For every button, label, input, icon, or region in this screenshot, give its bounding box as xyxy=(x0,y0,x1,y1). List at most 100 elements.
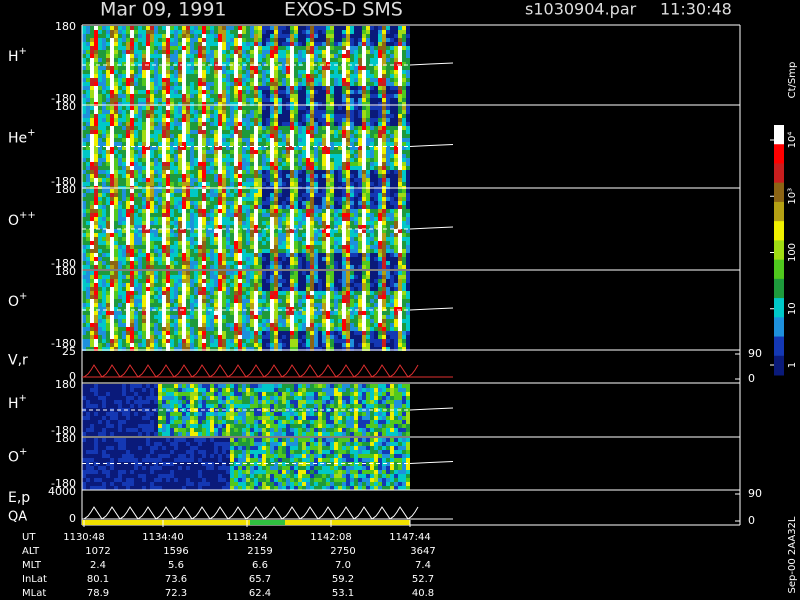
spectrogram-cell xyxy=(382,142,386,146)
spectrogram-cell xyxy=(266,114,270,118)
spectrogram-cell xyxy=(218,142,222,146)
spectrogram-cell xyxy=(170,162,174,166)
spectrogram-cell xyxy=(330,138,334,142)
spectrogram-cell xyxy=(102,229,106,233)
spectrogram-cell xyxy=(170,142,174,146)
spectrogram-cell xyxy=(358,178,362,182)
spectrogram-cell xyxy=(390,138,394,142)
spectrogram-cell xyxy=(266,118,270,122)
spectrogram-cell xyxy=(302,90,306,94)
spectrogram-cell xyxy=(354,261,358,265)
spectrogram-cell xyxy=(82,94,86,98)
spectrogram-cell xyxy=(218,146,222,150)
spectrogram-cell xyxy=(306,178,310,182)
spectrogram-cell xyxy=(310,34,314,38)
spectrogram-cell xyxy=(358,138,362,142)
spectrogram-cell xyxy=(126,54,130,58)
spectrogram-cell xyxy=(390,166,394,170)
spectrogram-cell xyxy=(350,189,354,193)
spectrogram-cell xyxy=(350,221,354,225)
spectrogram-cell xyxy=(150,162,154,166)
spectrogram-cell xyxy=(194,106,198,110)
spectrogram-cell xyxy=(342,193,346,197)
spectrogram-cell xyxy=(222,221,226,225)
spectrogram-cell xyxy=(94,193,98,197)
spectrogram-cell xyxy=(310,26,314,30)
spectrogram-cell xyxy=(314,30,318,34)
spectrogram-cell xyxy=(202,46,206,50)
spectrogram-cell xyxy=(342,209,346,213)
spectrogram-cell xyxy=(190,233,194,237)
spectrogram-cell xyxy=(82,106,86,110)
spectrogram-cell xyxy=(166,122,170,126)
spectrogram-cell xyxy=(234,197,238,201)
spectrogram-cell xyxy=(394,182,398,186)
spectrogram-cell xyxy=(126,30,130,34)
spectrogram-cell xyxy=(158,58,162,62)
spectrogram-cell xyxy=(210,205,214,209)
spectrogram-cell xyxy=(182,201,186,205)
spectrogram-cell xyxy=(214,46,218,50)
spectrogram-cell xyxy=(406,174,410,178)
spectrogram-cell xyxy=(142,265,146,269)
spectrogram-cell xyxy=(382,205,386,209)
spectrogram-cell xyxy=(182,146,186,150)
spectrogram-cell xyxy=(186,253,190,257)
spectrogram-cell xyxy=(138,30,142,34)
spectrogram-cell xyxy=(394,34,398,38)
spectrogram-cell xyxy=(178,38,182,42)
spectrogram-cell xyxy=(338,209,342,213)
spectrogram-cell xyxy=(266,174,270,178)
spectrogram-cell xyxy=(166,241,170,245)
spectrogram-cell xyxy=(238,34,242,38)
spectrogram-cell xyxy=(130,261,134,265)
spectrogram-cell xyxy=(162,90,166,94)
spectrogram-cell xyxy=(346,146,350,150)
spectrogram-cell xyxy=(186,158,190,162)
spectrogram-cell xyxy=(94,42,98,46)
spectrogram-cell xyxy=(234,178,238,182)
spectrogram-cell xyxy=(374,82,378,86)
spectrogram-cell xyxy=(338,257,342,261)
spectrogram-cell xyxy=(218,201,222,205)
spectrogram-cell xyxy=(198,166,202,170)
spectrogram-cell xyxy=(358,50,362,54)
spectrogram-cell xyxy=(362,162,366,166)
spectrogram-cell xyxy=(314,261,318,265)
spectrogram-cell xyxy=(230,34,234,38)
spectrogram-cell xyxy=(170,213,174,217)
spectrogram-cell xyxy=(206,130,210,134)
spectrogram-cell xyxy=(182,122,186,126)
spectrogram-cell xyxy=(354,82,358,86)
spectrogram-cell xyxy=(214,166,218,170)
spectrogram-cell xyxy=(398,74,402,78)
spectrogram-cell xyxy=(234,66,238,70)
spectrogram-cell xyxy=(86,158,90,162)
spectrogram-cell xyxy=(342,146,346,150)
spectrogram-cell xyxy=(294,58,298,62)
spectrogram-cell xyxy=(146,201,150,205)
spectrogram-cell xyxy=(346,86,350,90)
spectrogram-cell xyxy=(186,213,190,217)
spectrogram-cell xyxy=(110,70,114,74)
spectrogram-cell xyxy=(118,257,122,261)
spectrogram-cell xyxy=(250,130,254,134)
spectrogram-cell xyxy=(138,197,142,201)
spectrogram-cell xyxy=(98,241,102,245)
spectrogram-cell xyxy=(378,86,382,90)
spectrogram-cell xyxy=(190,178,194,182)
spectrogram-cell xyxy=(398,189,402,193)
spectrogram-cell xyxy=(174,70,178,74)
spectrogram-cell xyxy=(206,221,210,225)
spectrogram-cell xyxy=(198,90,202,94)
spectrogram-cell xyxy=(282,94,286,98)
spectrogram-cell xyxy=(394,241,398,245)
spectrogram-cell xyxy=(402,34,406,38)
spectrogram-cell xyxy=(246,265,250,269)
spectrogram-cell xyxy=(262,78,266,82)
spectrogram-cell xyxy=(242,66,246,70)
spectrogram-cell xyxy=(158,66,162,70)
spectrogram-cell xyxy=(338,249,342,253)
spectrogram-cell xyxy=(198,233,202,237)
spectrogram-cell xyxy=(406,82,410,86)
